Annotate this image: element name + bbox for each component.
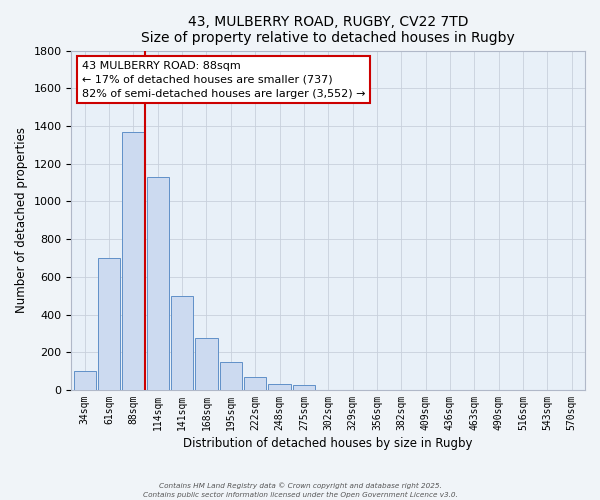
- Bar: [293, 385, 315, 390]
- Bar: [122, 132, 145, 390]
- Bar: [146, 177, 169, 390]
- Bar: [195, 338, 218, 390]
- Bar: [98, 258, 121, 390]
- Text: 43 MULBERRY ROAD: 88sqm
← 17% of detached houses are smaller (737)
82% of semi-d: 43 MULBERRY ROAD: 88sqm ← 17% of detache…: [82, 60, 365, 98]
- Bar: [171, 296, 193, 390]
- Bar: [244, 376, 266, 390]
- Y-axis label: Number of detached properties: Number of detached properties: [15, 127, 28, 313]
- Text: Contains HM Land Registry data © Crown copyright and database right 2025.
Contai: Contains HM Land Registry data © Crown c…: [143, 482, 457, 498]
- Bar: [220, 362, 242, 390]
- Title: 43, MULBERRY ROAD, RUGBY, CV22 7TD
Size of property relative to detached houses : 43, MULBERRY ROAD, RUGBY, CV22 7TD Size …: [142, 15, 515, 45]
- X-axis label: Distribution of detached houses by size in Rugby: Distribution of detached houses by size …: [184, 437, 473, 450]
- Bar: [268, 384, 291, 390]
- Bar: [74, 371, 96, 390]
